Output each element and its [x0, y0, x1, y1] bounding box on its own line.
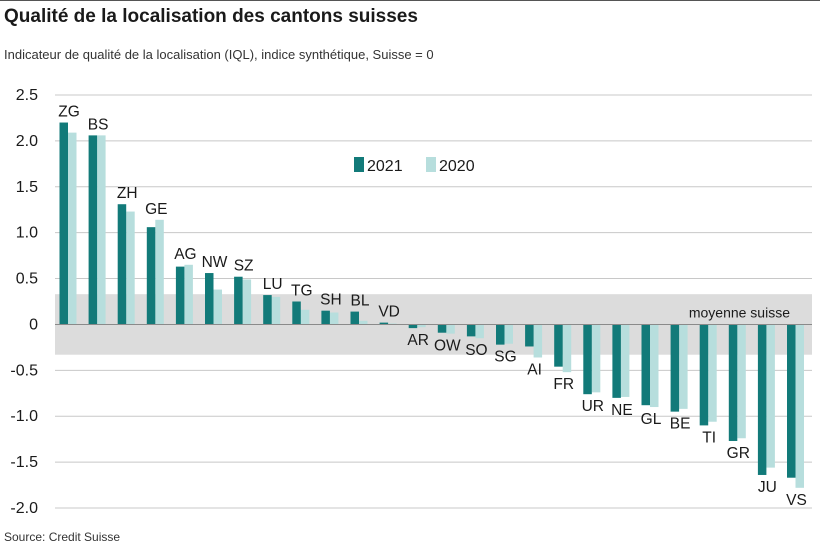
bar-2020-ai [533, 324, 543, 358]
bar-2020-vs [795, 324, 804, 488]
bar-2020-ne [620, 324, 630, 397]
bar-2021-sh [321, 310, 330, 325]
bar-2020-fr [562, 324, 572, 373]
bar-2021-nw [205, 273, 214, 325]
category-label-bl: BL [351, 293, 370, 310]
bar-2020-bl [359, 320, 368, 325]
category-label-gl: GL [641, 411, 662, 428]
category-label-zh: ZH [117, 185, 138, 202]
legend-label-2021: 2021 [367, 158, 403, 175]
bar-2020-lu [271, 296, 281, 325]
bar-2021-vd [379, 322, 389, 325]
bar-2021-ur [583, 324, 592, 395]
bar-2020-zg [68, 132, 77, 325]
bar-2021-ju [757, 324, 767, 475]
category-label-fr: FR [553, 376, 574, 393]
y-tick-label: -0.5 [10, 362, 38, 379]
category-label-ti: TI [702, 429, 716, 446]
bar-2020-tg [300, 309, 310, 325]
category-label-ju: JU [758, 479, 777, 496]
bar-2021-vs [787, 324, 796, 478]
bar-2021-ar [408, 324, 418, 329]
y-tick-label: 0.5 [16, 271, 38, 288]
category-label-ne: NE [611, 402, 633, 419]
category-label-gr: GR [727, 445, 750, 462]
category-label-sz: SZ [234, 258, 254, 275]
bar-2020-zh [126, 211, 135, 325]
bar-2020-ti [708, 324, 717, 422]
bar-2020-sz [242, 279, 252, 325]
bar-2021-tg [292, 301, 301, 325]
bar-2020-ur [591, 324, 601, 393]
bar-2021-bl [350, 311, 359, 325]
category-label-sh: SH [320, 292, 342, 309]
bar-2021-be [670, 324, 680, 412]
category-label-vd: VD [378, 304, 400, 321]
legend-swatch-2020 [426, 157, 436, 172]
bar-2021-ge [146, 227, 156, 325]
bar-2021-bs [88, 135, 98, 325]
bar-2021-zg [59, 122, 68, 325]
category-label-zg: ZG [58, 104, 80, 121]
category-label-ai: AI [527, 361, 542, 378]
bar-2020-ar [417, 324, 426, 328]
bar-2021-sg [496, 324, 505, 345]
bar-2020-so [475, 324, 484, 339]
y-tick-label: -1.0 [10, 408, 38, 425]
category-label-lu: LU [263, 276, 283, 293]
bar-2021-sz [234, 276, 243, 325]
category-label-be: BE [670, 416, 691, 433]
category-label-ar: AR [407, 332, 429, 349]
y-tick-label: 2.5 [16, 87, 38, 104]
bar-2021-zh [117, 204, 127, 325]
y-tick-label: -2.0 [10, 500, 38, 517]
category-label-vs: VS [786, 492, 807, 509]
bar-2021-so [466, 324, 476, 337]
bar-2020-ju [766, 324, 775, 468]
y-tick-label: 1.5 [16, 179, 38, 196]
bar-2021-lu [263, 295, 272, 325]
category-label-ow: OW [434, 338, 461, 355]
bar-2020-nw [213, 289, 222, 325]
bar-2021-ti [699, 324, 709, 426]
category-label-sg: SG [494, 349, 516, 366]
bar-2021-fr [554, 324, 563, 367]
bar-2020-sg [504, 324, 513, 344]
bar-2020-ag [184, 264, 193, 325]
y-tick-label: 0 [29, 316, 38, 333]
category-label-ur: UR [582, 398, 604, 415]
category-label-so: SO [465, 342, 487, 359]
bar-2021-gr [728, 324, 738, 442]
bar-2020-ge [155, 219, 164, 325]
y-tick-label: -1.5 [10, 454, 38, 471]
y-tick-label: 1.0 [16, 225, 38, 242]
category-label-ag: AG [174, 246, 196, 263]
category-label-bs: BS [88, 116, 109, 133]
bar-2021-ne [612, 324, 621, 398]
category-label-nw: NW [202, 254, 228, 271]
bar-2020-bs [97, 135, 106, 325]
bar-2020-gr [737, 324, 746, 439]
legend-label-2020: 2020 [439, 158, 475, 175]
bar-2020-gl [650, 324, 659, 408]
bar-2020-sh [329, 312, 339, 325]
bar-2020-ow [446, 324, 455, 334]
category-label-tg: TG [291, 283, 313, 300]
bar-2021-ow [437, 324, 447, 333]
bar-2020-be [679, 324, 688, 409]
bar-2021-ai [525, 324, 534, 347]
chart-title: Qualité de la localisation des cantons s… [4, 6, 418, 27]
top-rule [0, 0, 820, 1]
band-label: moyenne suisse [689, 304, 790, 320]
chart-subtitle: Indicateur de qualité de la localisation… [4, 47, 434, 62]
legend-swatch-2021 [354, 157, 364, 172]
bar-2021-gl [641, 324, 650, 406]
y-tick-label: 2.0 [16, 133, 38, 150]
bar-2021-ag [175, 266, 185, 325]
category-label-ge: GE [145, 201, 167, 218]
source-note: Source: Credit Suisse [4, 530, 121, 544]
